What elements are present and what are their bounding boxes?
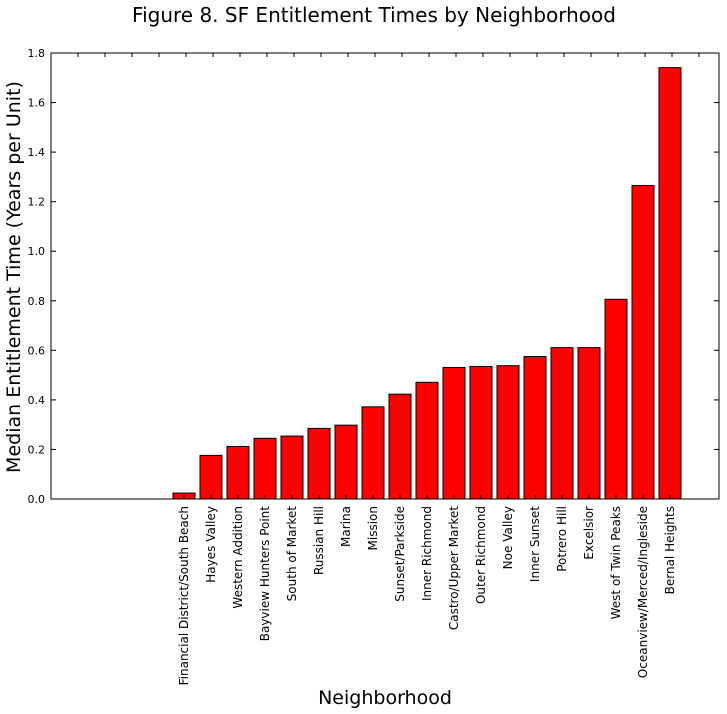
bar xyxy=(361,406,385,500)
x-tick-label: Potrero Hill xyxy=(555,506,569,572)
x-tick-label: Financial District/South Beach xyxy=(177,506,191,685)
bars-layer xyxy=(172,67,682,500)
x-tick-label: Inner Richmond xyxy=(420,506,434,601)
x-tick-label: Inner Sunset xyxy=(528,506,542,582)
x-tick-label: Hayes Valley xyxy=(204,506,218,583)
x-tick-label: West of Twin Peaks xyxy=(609,506,623,619)
x-tick-label: Marina xyxy=(339,506,353,547)
bar xyxy=(604,298,628,500)
plot-frame xyxy=(50,52,720,500)
bar xyxy=(307,427,331,500)
x-tick-label: South of Market xyxy=(285,506,299,602)
y-tick-label: 1.8 xyxy=(28,47,46,60)
y-tick-label: 0.6 xyxy=(28,344,46,357)
bar xyxy=(577,347,601,500)
bar xyxy=(658,67,682,500)
x-tick-label: Excelsior xyxy=(582,506,596,560)
x-tick-label: Western Addition xyxy=(231,506,245,609)
bar xyxy=(469,365,493,500)
ticks-layer: 0.0 0.2 0.4 0.6 0.8 1.0 1.2 1.4 1.6 1.8 Financial … xyxy=(28,47,719,685)
x-tick-label: Mission xyxy=(366,506,380,550)
bar xyxy=(631,185,655,500)
x-axis-label: Neighborhood xyxy=(318,687,452,709)
x-tick-label: Bayview Hunters Point xyxy=(258,506,272,642)
bar xyxy=(334,424,358,500)
chart-title: Figure 8. SF Entitlement Times by Neighb… xyxy=(132,3,616,27)
bar xyxy=(199,454,223,500)
bar xyxy=(253,437,277,500)
x-tick-label: Castro/Upper Market xyxy=(447,506,461,630)
x-tick-label: Outer Richmond xyxy=(474,506,488,604)
y-tick-label: 1.0 xyxy=(28,245,46,258)
bar xyxy=(496,365,520,500)
bar xyxy=(442,366,466,500)
bar xyxy=(415,381,439,500)
y-axis-label: Median Entitlement Time (Years per Unit) xyxy=(3,81,25,473)
y-tick-label: 1.4 xyxy=(28,146,46,159)
x-tick-label: Noe Valley xyxy=(501,506,515,569)
y-tick-label: 0.4 xyxy=(28,394,46,407)
y-tick-label: 0.8 xyxy=(28,295,46,308)
x-tick-label: Sunset/Parkside xyxy=(393,506,407,602)
bar xyxy=(226,445,250,500)
bar xyxy=(550,347,574,500)
bar xyxy=(523,356,547,500)
y-tick-label: 0.0 xyxy=(28,493,46,506)
bar xyxy=(280,435,304,500)
bar xyxy=(388,393,412,500)
y-tick-label: 1.2 xyxy=(28,196,46,209)
x-tick-label: Oceanview/Merced/Ingleside xyxy=(636,506,650,678)
x-tick-label: Russian Hill xyxy=(312,506,326,575)
x-tick-label: Bernal Heights xyxy=(663,506,677,594)
y-tick-label: 0.2 xyxy=(28,443,46,456)
y-tick-label: 1.6 xyxy=(28,97,46,110)
